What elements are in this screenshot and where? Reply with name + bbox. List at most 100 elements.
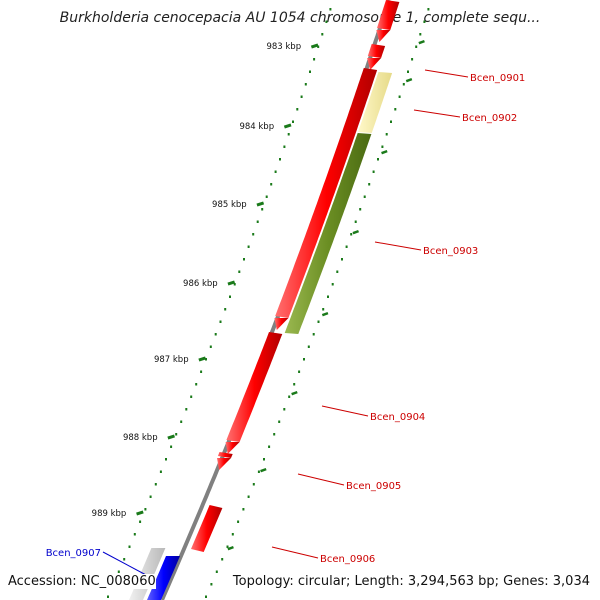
feature-tick [291, 390, 298, 396]
tick-dot-inner [415, 45, 418, 48]
tick-dot-inner [423, 20, 426, 23]
feature-tick [381, 149, 388, 155]
gene-label-bcen_0901[interactable]: Bcen_0901 [470, 73, 525, 84]
tick-dot-outer [229, 295, 231, 298]
tick-dot-outer [195, 383, 198, 386]
tick-dot-inner [205, 595, 207, 598]
tick-dot-outer [190, 395, 193, 398]
tick-dot-inner [368, 183, 371, 186]
tick-dot-outer [224, 308, 227, 311]
gene-bcen-0905-arrowhead[interactable] [217, 458, 231, 470]
topology-text: Topology: circular; Length: 3,294,563 bp… [232, 574, 590, 589]
tick-dot-inner [377, 158, 379, 161]
tick-dot-outer [317, 45, 320, 48]
kbp-tick-label: 987 kbp [154, 355, 189, 365]
tick-dot-inner [350, 233, 353, 236]
tick-dot-outer [309, 70, 311, 73]
tick-dot-inner [394, 108, 397, 111]
tick-dot-outer [123, 558, 126, 561]
tick-dot-inner [293, 383, 296, 386]
gene-label-bcen_0903[interactable]: Bcen_0903 [423, 246, 478, 257]
kbp-tick-mark [283, 123, 292, 129]
backbone-ring [160, 0, 391, 600]
gene-label-leader [271, 546, 319, 559]
kbp-tick-mark [310, 43, 319, 49]
kbp-tick-label: 986 kbp [183, 279, 218, 289]
tick-dot-outer [283, 145, 286, 148]
gene-red-small[interactable] [367, 44, 386, 58]
tick-dot-inner [402, 83, 405, 86]
feature-tick [321, 311, 329, 317]
tick-dot-outer [165, 458, 167, 461]
feature-tick [418, 39, 425, 45]
kbp-tick-mark [198, 356, 206, 362]
tick-dot-outer [287, 133, 290, 136]
tick-dot-inner [354, 220, 357, 223]
tick-dot-outer [233, 283, 236, 286]
gene-label-bcen_0906[interactable]: Bcen_0906 [320, 554, 375, 565]
gene-bcen-0904-arrowhead[interactable] [225, 442, 240, 454]
tick-dot-inner [257, 470, 260, 473]
tick-dot-inner [215, 570, 218, 573]
gene-label-bcen_0904[interactable]: Bcen_0904 [370, 412, 425, 423]
tick-dot-outer [292, 120, 294, 123]
tick-dot-inner [372, 170, 375, 173]
gene-bcen-0905[interactable] [217, 452, 233, 458]
tick-dot-inner [336, 270, 339, 273]
kbp-tick-label: 983 kbp [266, 42, 301, 52]
tick-dot-outer [265, 195, 268, 198]
tick-dot-inner [307, 345, 310, 348]
tick-dot-inner [231, 533, 234, 536]
tick-dot-inner [359, 208, 362, 211]
backbone [160, 0, 391, 600]
gene-bcen-0907[interactable] [147, 556, 180, 600]
gene-label-leader [321, 405, 369, 417]
tick-dot-outer [321, 33, 324, 36]
tick-dot-outer [329, 8, 332, 11]
tick-dot-inner [288, 395, 291, 398]
tick-dot-outer [117, 570, 120, 573]
tick-dot-inner [268, 445, 271, 448]
tick-dot-outer [300, 95, 303, 98]
tick-dot-outer [247, 245, 250, 248]
tick-dot-inner [221, 558, 224, 561]
tick-dot-outer [256, 220, 259, 223]
gene-bcen-0901-arrowhead[interactable] [274, 318, 289, 330]
tick-dot-inner [210, 583, 213, 586]
gene-label-leader [424, 69, 469, 78]
tick-dot-inner [226, 545, 229, 548]
feature-tick [352, 229, 359, 235]
gene-label-bcen_0907[interactable]: Bcen_0907 [46, 548, 101, 559]
kbp-ticks: 983 kbp 984 kbp 985 kbp 986 kbp 987 kbp 988 k… [92, 39, 425, 551]
gene-bcen-0903[interactable] [284, 133, 372, 334]
gene-label-leader [102, 551, 149, 577]
kbp-tick-mark [136, 510, 144, 516]
tick-dot-outer [296, 108, 299, 111]
tick-dots-outer [107, 8, 332, 598]
tick-dot-outer [270, 183, 273, 186]
gene-label-bcen_0902[interactable]: Bcen_0902 [462, 113, 517, 124]
gene-bcen-0902[interactable] [358, 72, 393, 133]
tick-dot-outer [313, 58, 316, 61]
tick-dot-inner [298, 370, 301, 373]
gene-red-top[interactable] [377, 0, 400, 30]
tick-dot-inner [381, 145, 384, 148]
gene-bcen-0906[interactable] [191, 505, 223, 552]
kbp-tick-label: 988 kbp [123, 433, 158, 443]
gene-label-leader [374, 241, 422, 251]
tick-dot-inner [273, 433, 276, 436]
tick-dot-outer [185, 408, 188, 411]
gene-red-top-arrowhead[interactable] [376, 30, 391, 42]
gene-bcen-0904[interactable] [226, 332, 283, 442]
tick-dot-outer [219, 320, 222, 323]
tick-dot-inner [345, 245, 348, 248]
gene-label-bcen_0905[interactable]: Bcen_0905 [346, 481, 401, 492]
gene-bcen-0901[interactable] [275, 68, 378, 318]
tick-dot-outer [243, 258, 245, 261]
tick-dot-outer [144, 508, 147, 511]
tick-dot-outer [170, 445, 173, 448]
accession-text: Accession: NC_008060 [8, 574, 156, 589]
gene-red-small-arrowhead[interactable] [367, 58, 382, 70]
map-title: Burkholderia cenocepacia AU 1054 chromos… [59, 10, 541, 26]
